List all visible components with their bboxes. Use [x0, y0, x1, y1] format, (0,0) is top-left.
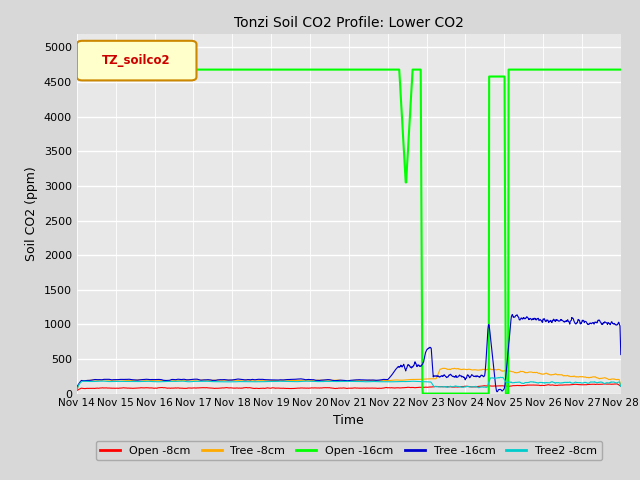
Tree -8cm: [451, 365, 458, 371]
Tree2 -8cm: [419, 379, 427, 384]
Tree -16cm: [255, 376, 262, 382]
Open -16cm: [419, 391, 427, 396]
Line: Open -8cm: Open -8cm: [77, 384, 621, 391]
Tree -8cm: [560, 373, 568, 379]
Open -8cm: [613, 381, 621, 387]
Tree2 -8cm: [560, 380, 568, 385]
Tree -16cm: [191, 376, 198, 382]
Tree -8cm: [617, 382, 625, 388]
Tree -16cm: [493, 389, 501, 395]
Line: Open -16cm: Open -16cm: [77, 70, 621, 394]
Open -8cm: [617, 384, 625, 389]
Tree2 -8cm: [191, 378, 198, 384]
Open -8cm: [255, 385, 262, 391]
Open -16cm: [477, 391, 485, 396]
Tree2 -8cm: [497, 374, 504, 380]
X-axis label: Time: Time: [333, 414, 364, 427]
Open -8cm: [560, 382, 568, 388]
Open -8cm: [477, 384, 485, 389]
Open -16cm: [73, 67, 81, 72]
Text: TZ_soilco2: TZ_soilco2: [102, 54, 171, 67]
Open -16cm: [191, 67, 198, 72]
Line: Tree -16cm: Tree -16cm: [77, 314, 621, 392]
Tree -8cm: [419, 376, 427, 382]
Tree -8cm: [477, 367, 485, 373]
Open -16cm: [255, 67, 262, 72]
FancyBboxPatch shape: [77, 41, 196, 80]
Open -16cm: [560, 67, 568, 72]
Legend: Open -8cm, Tree -8cm, Open -16cm, Tree -16cm, Tree2 -8cm: Open -8cm, Tree -8cm, Open -16cm, Tree -…: [96, 441, 602, 460]
Tree -16cm: [617, 352, 625, 358]
Tree -8cm: [191, 377, 198, 383]
Line: Tree -8cm: Tree -8cm: [77, 368, 621, 390]
Title: Tonzi Soil CO2 Profile: Lower CO2: Tonzi Soil CO2 Profile: Lower CO2: [234, 16, 464, 30]
Tree -16cm: [561, 319, 568, 325]
Tree -8cm: [392, 377, 399, 383]
Tree2 -8cm: [255, 379, 262, 384]
Open -16cm: [392, 67, 399, 72]
Open -8cm: [392, 385, 399, 391]
Tree2 -8cm: [392, 379, 399, 384]
Tree2 -8cm: [73, 387, 81, 393]
Tree2 -8cm: [477, 384, 485, 390]
Y-axis label: Soil CO2 (ppm): Soil CO2 (ppm): [25, 166, 38, 261]
Tree -8cm: [73, 387, 81, 393]
Tree -16cm: [508, 312, 516, 317]
Open -8cm: [73, 388, 81, 394]
Tree -16cm: [73, 386, 81, 392]
Open -16cm: [617, 67, 625, 72]
Tree -8cm: [255, 378, 262, 384]
Tree -16cm: [419, 361, 427, 367]
Line: Tree2 -8cm: Tree2 -8cm: [77, 377, 621, 390]
Open -8cm: [191, 385, 198, 391]
Tree2 -8cm: [617, 384, 625, 389]
Open -8cm: [419, 384, 427, 390]
Open -16cm: [419, 391, 427, 396]
Tree -16cm: [392, 367, 399, 372]
Tree -16cm: [477, 372, 485, 378]
